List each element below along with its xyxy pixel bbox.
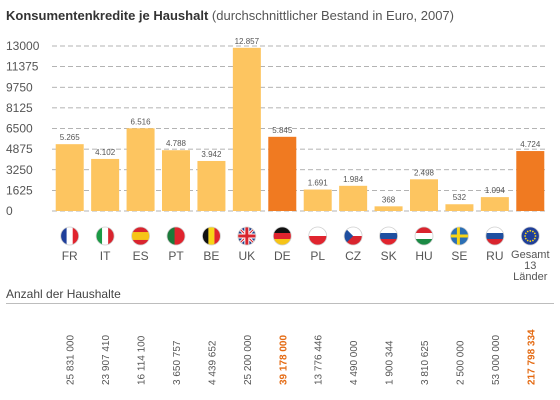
bar [232, 47, 261, 211]
household-count: 25 200 000 [243, 335, 254, 385]
chart-title: Konsumentenkredite je Haushalt (durchsch… [6, 8, 454, 23]
bar [126, 128, 155, 211]
x-category-label: Gesamt [511, 249, 550, 261]
x-category-label: ES [133, 249, 149, 263]
x-category-label: BE [203, 249, 219, 263]
bar-value-label: 4.724 [520, 140, 541, 149]
bar-value-label: 4.788 [166, 139, 187, 148]
y-tick-label: 1625 [6, 183, 33, 197]
y-tick-label: 13000 [6, 39, 40, 53]
y-tick-label: 9750 [6, 80, 33, 94]
x-category-label: SK [381, 249, 397, 263]
bar [339, 185, 368, 211]
bar [268, 136, 297, 211]
bar-value-label: 5.265 [60, 133, 81, 142]
flag-fr-icon [60, 226, 80, 246]
household-count: 4 490 000 [349, 340, 360, 385]
y-tick-label: 3250 [6, 163, 33, 177]
flag-it-icon [95, 226, 115, 246]
flag-uk-icon [237, 226, 257, 246]
bar-value-label: 4.102 [95, 148, 116, 157]
x-category-label: FR [62, 249, 78, 263]
bar [197, 160, 226, 211]
flag-pl-icon [308, 226, 328, 246]
household-count: 3 650 757 [172, 340, 183, 385]
x-category-label: Länder [513, 271, 548, 283]
bar-value-label: 1.984 [343, 175, 364, 184]
y-tick-label: 0 [6, 204, 13, 218]
bar-value-label: 2.498 [414, 168, 435, 177]
flag-se-icon [450, 226, 469, 246]
bar-value-label: 368 [382, 195, 396, 204]
x-category-label: SE [451, 249, 467, 263]
x-category-label: IT [100, 249, 111, 263]
x-category-label: HU [415, 249, 432, 263]
bar-value-label: 1.691 [308, 179, 329, 188]
x-category-label: PT [168, 249, 184, 263]
flag-cz-icon [343, 226, 363, 246]
household-count: 4 439 652 [207, 340, 218, 385]
x-category-label: RU [486, 249, 503, 263]
bar-value-label: 12.857 [235, 37, 260, 46]
y-tick-label: 8125 [6, 101, 33, 115]
bar-value-label: 1.094 [485, 186, 506, 195]
household-count: 13 776 446 [314, 335, 325, 385]
households-divider [6, 303, 554, 304]
bar [445, 204, 474, 211]
households-label: Anzahl der Haushalte [6, 287, 121, 301]
flag-pt-icon [166, 226, 186, 246]
y-tick-label: 6500 [6, 122, 33, 136]
bar [162, 150, 190, 211]
x-category-label: UK [239, 249, 256, 263]
household-count: 3 810 625 [420, 340, 431, 385]
flag-eu-icon [520, 226, 540, 246]
x-category-label: PL [310, 249, 325, 263]
bar-value-label: 5.845 [272, 126, 293, 135]
household-count: 16 114 100 [137, 335, 148, 385]
bar [516, 151, 545, 211]
x-category-label: DE [274, 249, 291, 263]
household-count: 53 000 000 [491, 335, 502, 385]
y-tick-label: 11375 [6, 60, 39, 74]
bar [91, 158, 120, 211]
bar [480, 197, 509, 211]
flag-be-icon [202, 226, 221, 246]
x-category-label: CZ [345, 249, 361, 263]
bar-value-label: 532 [453, 193, 467, 202]
bar [374, 206, 403, 211]
bar-value-label: 6.516 [131, 117, 152, 126]
bar [410, 179, 438, 211]
bar [55, 144, 84, 211]
flag-ru-icon [485, 226, 505, 246]
flag-sk-icon [379, 226, 398, 246]
flag-hu-icon [414, 226, 434, 246]
household-count: 39 178 000 [278, 335, 289, 385]
flag-es-icon [131, 226, 150, 246]
y-tick-label: 4875 [6, 142, 33, 156]
flag-de-icon [272, 226, 292, 246]
household-count: 1 900 344 [385, 340, 396, 385]
x-category-label: 13 [524, 260, 536, 272]
chart-subtitle: (durchschnittlicher Bestand in Euro, 200… [211, 8, 454, 23]
bar-value-label: 3.942 [201, 150, 222, 159]
household-count: 23 907 410 [101, 335, 112, 385]
household-count: 217 798 334 [526, 329, 537, 385]
bar [303, 189, 332, 211]
household-count: 25 831 000 [66, 335, 77, 385]
household-count: 2 500 000 [455, 340, 466, 385]
chart-title-main: Konsumentenkredite je Haushalt [6, 8, 209, 23]
